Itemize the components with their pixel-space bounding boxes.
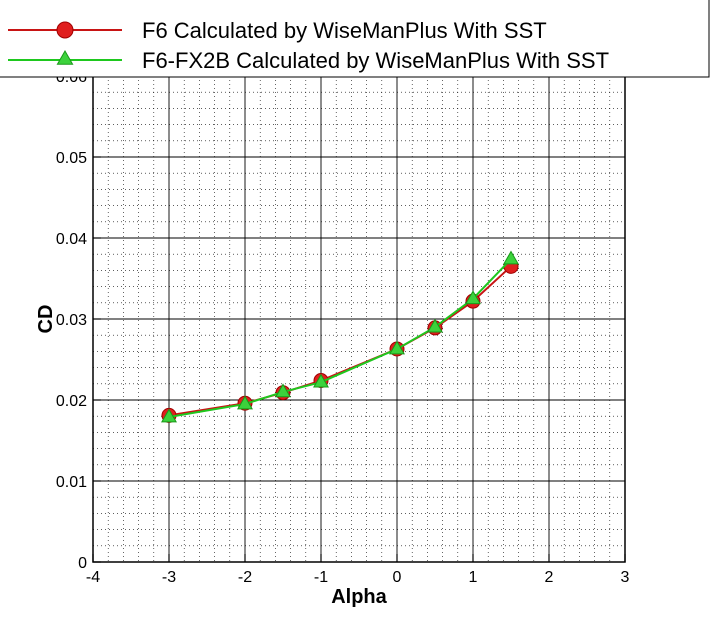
legend-box: [0, 0, 710, 78]
legend-label-f6-fx2b: F6-FX2B Calculated by WiseManPlus With S…: [142, 48, 609, 73]
data-point: [503, 250, 519, 265]
x-tick-label: 0: [393, 569, 402, 586]
y-tick-label: 0.02: [56, 393, 87, 410]
x-tick-label: -2: [238, 569, 252, 586]
y-tick-label: 0.03: [56, 312, 87, 329]
y-tick-label: 0.05: [56, 150, 87, 167]
data-point: [275, 383, 291, 398]
series-layer: [161, 250, 519, 423]
y-tick-label: 0.01: [56, 474, 87, 491]
data-point: [465, 290, 481, 305]
x-axis-title: Alpha: [331, 586, 387, 608]
legend-marker-f6: [56, 21, 74, 39]
data-point: [313, 373, 329, 388]
series-f6-fx2b: [161, 250, 519, 423]
x-tick-label: 3: [621, 569, 630, 586]
y-tick-label: 0: [78, 555, 87, 572]
data-point: [237, 395, 253, 410]
y-tick-label: 0.04: [56, 231, 87, 248]
series-f6: [161, 258, 519, 423]
y-axis-title: CD: [35, 305, 57, 334]
data-point: [389, 340, 405, 355]
data-point: [161, 408, 177, 423]
grid: [92, 75, 626, 563]
legend: F6 Calculated by WiseManPlus With SST F6…: [0, 0, 710, 78]
data-point: [427, 318, 443, 333]
legend-label-f6: F6 Calculated by WiseManPlus With SST: [142, 18, 547, 43]
legend-marker-f6-fx2b: [56, 49, 74, 65]
x-tick-label: -1: [314, 569, 328, 586]
series-line: [168, 265, 512, 417]
x-tick-label: -4: [86, 569, 100, 586]
x-tick-label: 1: [469, 569, 478, 586]
x-tick-label: -3: [162, 569, 176, 586]
series-line: [168, 258, 512, 418]
x-tick-label: 2: [545, 569, 554, 586]
